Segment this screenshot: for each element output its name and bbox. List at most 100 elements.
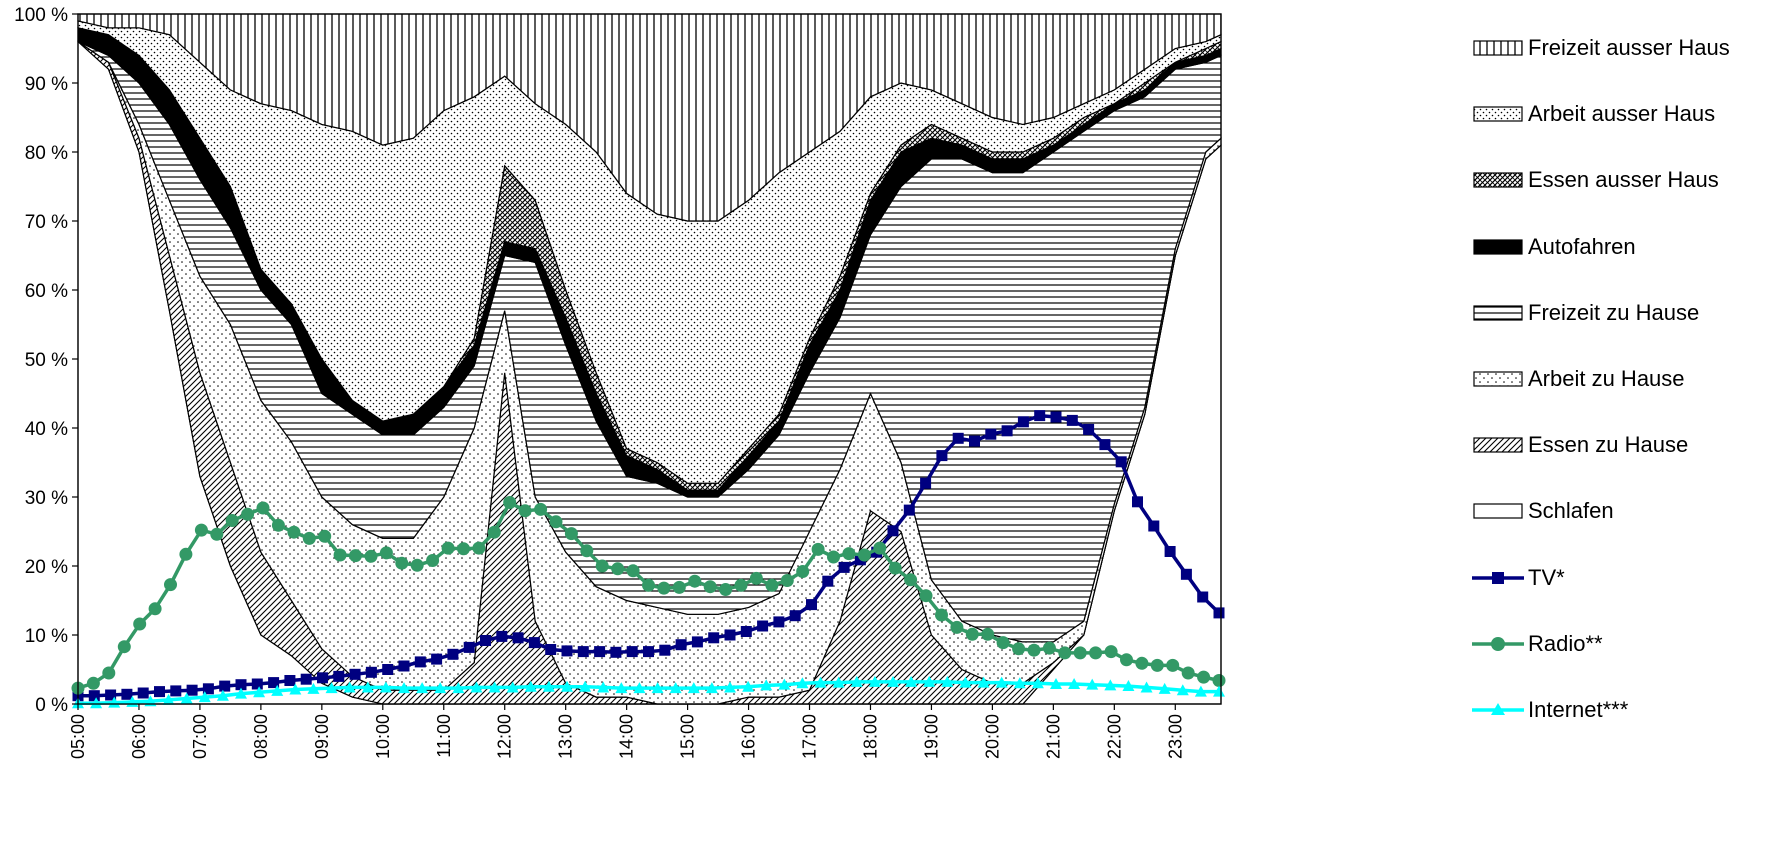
data-point-tv: [545, 644, 557, 655]
y-tick-label: 50 %: [25, 350, 68, 371]
data-point-internet: [887, 675, 899, 687]
legend-label: Arbeit ausser Haus: [1528, 101, 1716, 127]
x-tick-label: 05:00: [68, 714, 88, 759]
data-point-internet: [742, 680, 755, 692]
data-point-internet: [959, 676, 972, 688]
data-point-internet: [868, 675, 881, 687]
data-point-radio: [1197, 670, 1211, 684]
data-point-radio: [765, 578, 779, 592]
data-point-internet: [995, 676, 1008, 688]
data-point-tv: [708, 632, 720, 644]
data-point-tv: [1164, 546, 1176, 557]
data-point-internet: [361, 681, 374, 693]
data-point-radio: [580, 544, 594, 558]
legend-swatch: [1473, 238, 1523, 255]
data-point-radio: [1027, 643, 1041, 657]
data-point-tv: [985, 428, 997, 440]
legend-swatch: [1472, 636, 1524, 651]
legend-label: Arbeit zu Hause: [1528, 366, 1685, 391]
data-point-internet: [235, 687, 247, 699]
data-point-radio: [1042, 641, 1056, 655]
x-tick-label: 19:00: [921, 714, 941, 759]
data-point-tv: [1034, 410, 1046, 422]
data-point-radio: [472, 541, 486, 555]
data-point-internet: [850, 675, 863, 687]
data-point-internet: [832, 676, 845, 688]
stacked-areas: [77, 13, 1222, 705]
data-point-radio: [935, 608, 948, 622]
x-tick-label: 09:00: [312, 714, 332, 759]
data-point-radio: [287, 525, 301, 539]
data-point-tv: [1017, 416, 1029, 428]
data-point-internet: [669, 682, 682, 694]
data-point-tv: [480, 635, 491, 646]
legend-swatch: [1472, 571, 1524, 584]
data-point-internet: [416, 682, 429, 694]
data-point-tv: [659, 644, 671, 656]
data-point-tv: [268, 677, 280, 689]
data-point-radio: [857, 548, 871, 562]
data-point-internet: [1068, 677, 1081, 689]
data-point-radio: [657, 581, 671, 595]
data-point-radio: [919, 589, 933, 603]
data-point-radio: [1181, 666, 1195, 680]
data-point-tv: [137, 687, 149, 699]
x-tick-label: 13:00: [556, 714, 576, 759]
data-point-internet: [253, 686, 266, 698]
data-point-radio: [965, 627, 979, 641]
data-point-internet: [561, 680, 573, 692]
data-point-tv: [594, 646, 606, 658]
data-point-internet: [687, 682, 700, 694]
data-point-radio: [441, 541, 455, 555]
data-point-radio: [564, 527, 578, 541]
data-point-radio: [379, 546, 393, 560]
data-point-internet: [1031, 677, 1044, 689]
data-point-internet: [597, 681, 610, 693]
data-point-tv: [1066, 414, 1078, 426]
data-point-tv: [1050, 411, 1062, 423]
data-point-internet: [1213, 685, 1225, 697]
data-point-radio: [86, 676, 100, 690]
data-point-internet: [1050, 677, 1062, 689]
legend-item: Autofahren: [1470, 232, 1636, 262]
legend-label: Autofahren: [1528, 233, 1636, 259]
data-point-radio: [611, 562, 625, 576]
data-point-internet: [452, 682, 465, 694]
data-point-tv: [1213, 607, 1225, 619]
data-point-tv: [235, 679, 247, 691]
data-point-internet: [941, 675, 954, 687]
data-point-radio: [1212, 674, 1226, 687]
data-point-tv: [577, 646, 589, 658]
data-point-tv: [969, 435, 980, 447]
data-point-internet: [1158, 682, 1171, 694]
data-point-tv: [414, 656, 426, 668]
data-point-internet: [470, 681, 483, 693]
data-point-internet: [778, 678, 791, 690]
data-point-internet: [633, 682, 646, 694]
data-point-radio: [410, 558, 424, 572]
y-tick-label: 10 %: [25, 626, 68, 647]
data-point-internet: [651, 682, 664, 694]
data-point-radio: [503, 496, 517, 509]
data-point-radio: [873, 541, 887, 555]
x-tick-label: 18:00: [861, 714, 881, 759]
data-point-radio: [256, 501, 270, 515]
data-point-tv: [936, 450, 948, 462]
data-point-tv: [300, 673, 312, 685]
data-point-radio: [1058, 646, 1072, 660]
data-point-radio: [688, 574, 702, 588]
data-point-tv: [724, 629, 736, 641]
x-tick-label: 21:00: [1043, 714, 1063, 759]
data-point-tv: [154, 686, 165, 698]
data-point-tv: [105, 689, 117, 701]
data-point-tv: [284, 675, 296, 686]
data-point-internet: [1194, 685, 1207, 697]
data-point-radio: [703, 580, 717, 594]
x-tick-label: 06:00: [129, 714, 149, 759]
data-point-tv: [528, 637, 540, 649]
data-point-radio: [271, 518, 285, 532]
data-point-internet: [398, 682, 410, 694]
legend-label: Schlafen: [1528, 498, 1614, 524]
data-point-tv: [333, 670, 345, 682]
data-point-radio: [349, 549, 362, 563]
